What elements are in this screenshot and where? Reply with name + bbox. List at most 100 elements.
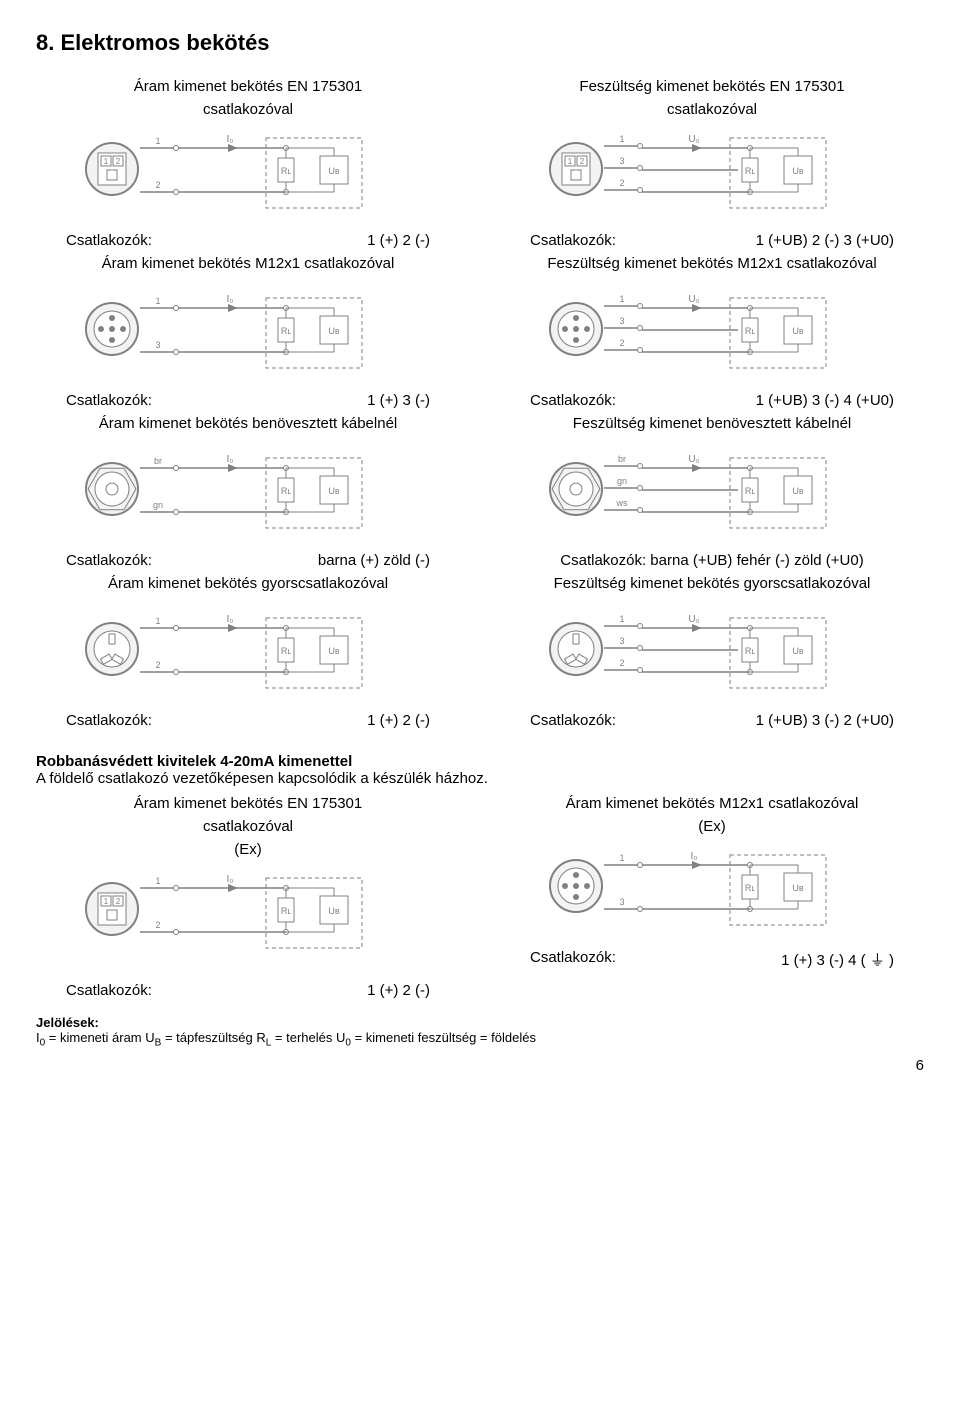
svg-text:Uв: Uв [328, 646, 339, 656]
svg-text:1: 1 [155, 616, 160, 626]
diagram-ex-m12: 1 3 I₀ Rʟ Uв [532, 841, 892, 931]
left-c4-label: Csatlakozók: [66, 712, 152, 729]
svg-text:Rʟ: Rʟ [745, 326, 755, 336]
right-c4-val: 1 (+UB) 3 (-) 2 (+U0) [756, 712, 894, 729]
ex-section-sub: A földelő csatlakozó vezetőképesen kapcs… [36, 770, 924, 787]
svg-text:3: 3 [155, 340, 160, 350]
row-m12: 1 3 I₀ Rʟ Uв Csatlakozók: 1 (+) 3 (-) Áram k… [36, 278, 924, 438]
svg-text:Rʟ: Rʟ [745, 166, 755, 176]
left-title-1b: csatlakozóval [36, 101, 460, 118]
diagram-m12-left: 13I₀RʟUв [68, 284, 428, 374]
svg-text:1: 1 [155, 296, 160, 306]
left-title-4: Áram kimenet bekötés gyorscsatlakozóval [36, 575, 460, 592]
legend-i0-desc: = kimeneti áram [45, 1030, 145, 1045]
left-c3-label: Csatlakozók: [66, 552, 152, 569]
svg-text:1: 1 [104, 897, 109, 906]
svg-text:1: 1 [104, 157, 109, 166]
left-c4-val: 1 (+) 2 (-) [367, 712, 430, 729]
left-c2-val: 1 (+) 3 (-) [367, 392, 430, 409]
svg-text:Rʟ: Rʟ [281, 166, 291, 176]
svg-text:Rʟ: Rʟ [281, 486, 291, 496]
diagram-din-left: 1212I₀RʟUв [68, 124, 428, 214]
svg-text:Uв: Uв [328, 326, 339, 336]
svg-text:I₀: I₀ [227, 614, 234, 625]
svg-text:Uв: Uв [792, 646, 803, 656]
ex-right-t1b: (Ex) [500, 818, 924, 835]
svg-text:Uв: Uв [792, 883, 803, 893]
svg-text:2: 2 [619, 178, 624, 188]
ex-section-title: Robbanásvédett kivitelek 4-20mA kimenett… [36, 753, 924, 770]
left-c3-val: barna (+) zöld (-) [318, 552, 430, 569]
left-c2-label: Csatlakozók: [66, 392, 152, 409]
ex-left-c-label: Csatlakozók: [66, 982, 152, 999]
svg-text:Rʟ: Rʟ [745, 486, 755, 496]
left-title-3: Áram kimenet bekötés benövesztett kábeln… [36, 415, 460, 432]
legend-u0: U [336, 1030, 345, 1045]
right-c1-val: 1 (+UB) 2 (-) 3 (+U0) [756, 232, 894, 249]
svg-text:I₀: I₀ [227, 454, 234, 465]
svg-text:2: 2 [155, 660, 160, 670]
right-c4-label: Csatlakozók: [530, 712, 616, 729]
svg-text:3: 3 [619, 316, 624, 326]
svg-text:1: 1 [619, 614, 624, 624]
svg-text:Uв: Uв [328, 906, 339, 916]
svg-text:2: 2 [155, 920, 160, 930]
svg-text:2: 2 [155, 180, 160, 190]
left-title-2: Áram kimenet bekötés M12x1 csatlakozóval [36, 255, 460, 272]
svg-text:Rʟ: Rʟ [745, 883, 755, 893]
row-quick: 12I₀RʟUв Csatlakozók: 1 (+) 2 (-) 132U₀R… [36, 598, 924, 731]
svg-text:2: 2 [619, 338, 624, 348]
svg-text:1: 1 [619, 294, 624, 304]
svg-text:gn: gn [617, 476, 627, 486]
svg-text:2: 2 [116, 157, 121, 166]
row-en175301: Áram kimenet bekötés EN 175301 csatlakoz… [36, 74, 924, 278]
left-c1-label: Csatlakozók: [66, 232, 152, 249]
legend-ub-desc: = tápfeszültség [161, 1030, 256, 1045]
page-number: 6 [36, 1057, 924, 1074]
svg-text:3: 3 [619, 897, 624, 907]
right-title-4: Feszültség kimenet bekötés gyorscsatlako… [500, 575, 924, 592]
diagram-cable-left: brgnI₀RʟUв [68, 444, 428, 534]
right-title-1b: csatlakozóval [500, 101, 924, 118]
right-title-1: Feszültség kimenet bekötés EN 175301 [500, 78, 924, 95]
svg-text:I₀: I₀ [227, 134, 234, 145]
svg-text:I₀: I₀ [227, 874, 234, 885]
right-c3-line: Csatlakozók: barna (+UB) fehér (-) zöld … [500, 550, 924, 571]
svg-text:br: br [618, 454, 626, 464]
svg-text:gn: gn [153, 500, 163, 510]
svg-text:I₀: I₀ [227, 294, 234, 305]
svg-text:I₀: I₀ [691, 851, 698, 862]
svg-text:br: br [154, 456, 162, 466]
svg-text:Uв: Uв [792, 486, 803, 496]
svg-text:1: 1 [619, 853, 624, 863]
svg-text:1: 1 [619, 134, 624, 144]
svg-text:3: 3 [619, 636, 624, 646]
svg-text:1: 1 [568, 157, 573, 166]
section-title: 8. Elektromos bekötés [36, 30, 924, 56]
ex-left-t1b: csatlakozóval [36, 818, 460, 835]
diagram-din-right: 12132U₀RʟUв [532, 124, 892, 214]
ex-left-t1c: (Ex) [36, 841, 460, 858]
legend-rl-desc: = terhelés [271, 1030, 336, 1045]
svg-text:U₀: U₀ [688, 454, 699, 465]
svg-text:1: 1 [155, 136, 160, 146]
ex-right-c-label: Csatlakozók: [530, 949, 616, 970]
diagram-cable-right: br gn ws U₀ Rʟ Uв [532, 444, 892, 534]
right-title-3: Feszültség kimenet benövesztett kábelnél [500, 415, 924, 432]
row-cable: br gn I₀ Rʟ Uв Csatlakozók: barna (+) zöld (… [36, 438, 924, 598]
svg-text:3: 3 [619, 156, 624, 166]
ex-right-c-val: 1 (+) 3 (-) 4 ( ⏚ ) [781, 949, 894, 970]
svg-text:Uв: Uв [328, 166, 339, 176]
svg-text:2: 2 [619, 658, 624, 668]
svg-text:Uв: Uв [792, 166, 803, 176]
svg-text:ws: ws [616, 498, 628, 508]
svg-text:Rʟ: Rʟ [745, 646, 755, 656]
svg-text:2: 2 [116, 897, 121, 906]
legend-u0-desc: = kimeneti feszültség = földelés [351, 1030, 536, 1045]
ex-left-t1: Áram kimenet bekötés EN 175301 [36, 795, 460, 812]
svg-text:U₀: U₀ [688, 294, 699, 305]
left-title-1: Áram kimenet bekötés EN 175301 [36, 78, 460, 95]
svg-text:Rʟ: Rʟ [281, 906, 291, 916]
legend-title: Jelölések: [36, 1015, 99, 1030]
svg-text:U₀: U₀ [688, 134, 699, 145]
